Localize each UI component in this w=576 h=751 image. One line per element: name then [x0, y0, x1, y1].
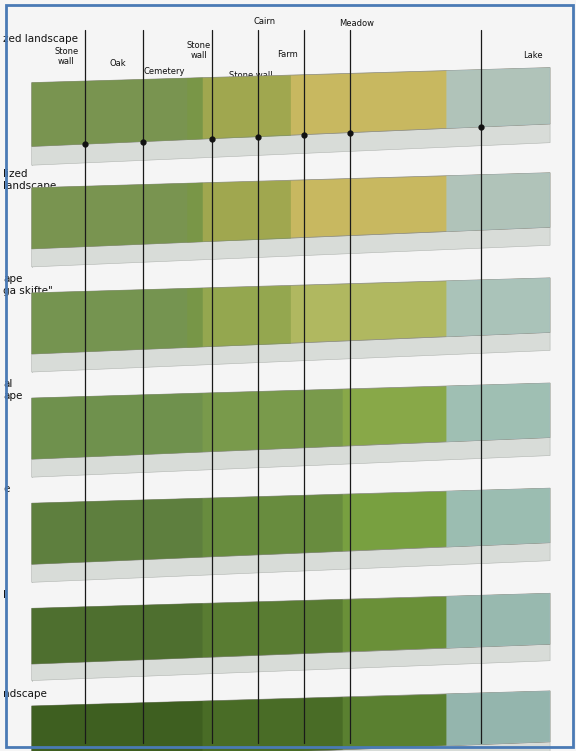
- Polygon shape: [203, 599, 343, 657]
- Text: Meadow: Meadow: [340, 19, 374, 28]
- Polygon shape: [203, 494, 343, 557]
- Polygon shape: [446, 593, 550, 648]
- Polygon shape: [203, 697, 343, 751]
- Text: e: e: [3, 484, 9, 494]
- Text: Stone
wall: Stone wall: [54, 47, 78, 66]
- Polygon shape: [32, 68, 550, 146]
- Text: ape
ga skifte": ape ga skifte": [3, 274, 52, 296]
- Polygon shape: [446, 278, 550, 336]
- Polygon shape: [446, 68, 550, 128]
- Polygon shape: [32, 691, 550, 751]
- Polygon shape: [32, 393, 203, 459]
- Text: ndscape: ndscape: [3, 689, 47, 699]
- Polygon shape: [32, 543, 550, 582]
- Text: Stone wall: Stone wall: [229, 71, 272, 80]
- Polygon shape: [32, 603, 203, 664]
- Text: Cemetery: Cemetery: [143, 67, 185, 76]
- Polygon shape: [32, 278, 550, 354]
- Polygon shape: [32, 742, 550, 751]
- Polygon shape: [32, 182, 203, 249]
- Polygon shape: [446, 488, 550, 547]
- Polygon shape: [32, 77, 203, 146]
- Polygon shape: [32, 288, 203, 354]
- Polygon shape: [32, 438, 550, 477]
- Text: Stone
Wall: Stone Wall: [437, 72, 461, 92]
- Polygon shape: [32, 383, 550, 459]
- Polygon shape: [446, 383, 550, 442]
- Text: Stone
wall: Stone wall: [187, 41, 211, 60]
- Text: Cairn: Cairn: [254, 17, 276, 26]
- Polygon shape: [32, 333, 550, 372]
- Polygon shape: [32, 173, 550, 249]
- Text: l: l: [3, 590, 6, 599]
- Polygon shape: [187, 76, 291, 140]
- Polygon shape: [32, 488, 550, 564]
- Polygon shape: [446, 691, 550, 746]
- Polygon shape: [187, 181, 291, 243]
- Polygon shape: [32, 644, 550, 680]
- Text: zed landscape: zed landscape: [3, 34, 78, 44]
- Polygon shape: [32, 593, 550, 664]
- Text: Farm: Farm: [278, 50, 298, 59]
- Polygon shape: [187, 286, 291, 348]
- Text: Oak: Oak: [110, 59, 126, 68]
- Polygon shape: [32, 701, 203, 751]
- Text: al
ape: al ape: [3, 379, 22, 401]
- Polygon shape: [203, 389, 343, 452]
- Polygon shape: [32, 228, 550, 267]
- Text: Lake: Lake: [523, 51, 543, 60]
- Text: lized
landscape: lized landscape: [3, 169, 56, 191]
- Polygon shape: [32, 124, 550, 165]
- Polygon shape: [32, 498, 203, 564]
- Polygon shape: [446, 173, 550, 231]
